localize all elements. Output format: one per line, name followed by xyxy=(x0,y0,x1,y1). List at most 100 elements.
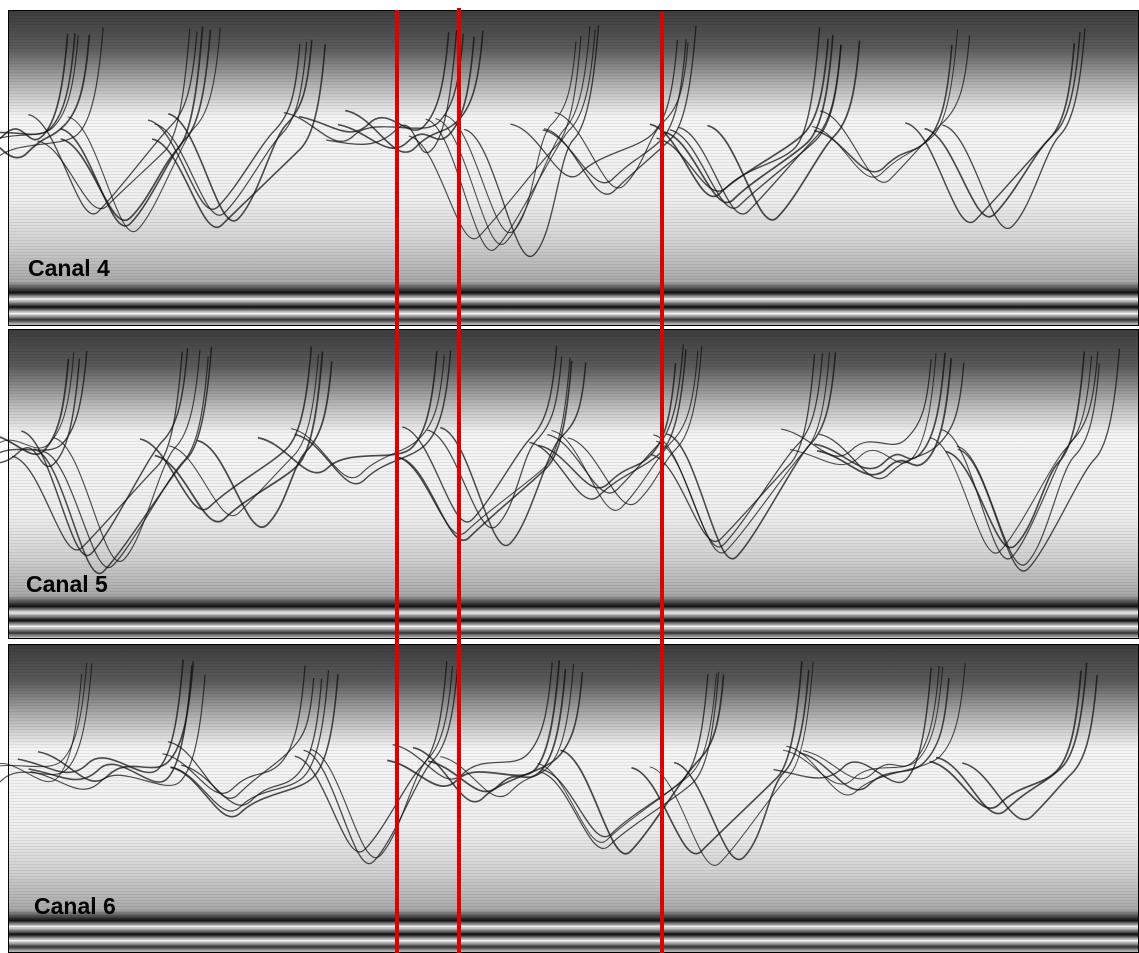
trace xyxy=(962,674,1098,821)
trace xyxy=(162,665,306,794)
trace xyxy=(551,350,699,511)
trace xyxy=(786,663,966,796)
panel-texture xyxy=(8,644,1139,953)
trace xyxy=(197,361,333,528)
trace xyxy=(147,44,301,210)
trace xyxy=(396,357,571,535)
trace xyxy=(283,33,464,143)
trace xyxy=(707,40,861,221)
trace xyxy=(435,25,591,246)
panel-texture xyxy=(8,329,1139,639)
labels: Canal 4 Canal 5 Canal 6 xyxy=(26,255,116,919)
trace xyxy=(257,350,438,474)
trace xyxy=(28,665,193,783)
trace xyxy=(0,350,88,454)
trace xyxy=(443,41,577,234)
trace xyxy=(37,661,195,783)
trace xyxy=(0,673,83,783)
trace xyxy=(957,348,1121,572)
trace xyxy=(631,661,803,855)
trace xyxy=(656,27,821,192)
trace xyxy=(538,362,677,489)
trace xyxy=(440,663,575,798)
trace xyxy=(139,346,313,511)
trace xyxy=(537,673,717,843)
trace xyxy=(905,31,1081,224)
trace xyxy=(554,42,689,189)
trace xyxy=(814,44,953,173)
trace xyxy=(402,345,558,523)
trace xyxy=(935,662,1088,815)
trace xyxy=(956,363,1100,566)
panel-label: Canal 6 xyxy=(34,893,116,919)
panel-texture xyxy=(8,10,1139,326)
traces xyxy=(0,24,1121,866)
trace xyxy=(649,38,830,198)
trace xyxy=(151,44,327,229)
trace xyxy=(929,670,1082,809)
trace xyxy=(37,28,191,210)
trace xyxy=(656,352,830,554)
trace xyxy=(541,673,709,838)
trace xyxy=(170,673,339,818)
trace xyxy=(168,39,313,222)
trace xyxy=(818,362,965,480)
panel-label: Canal 4 xyxy=(28,255,110,281)
trace xyxy=(310,666,453,859)
trace xyxy=(945,351,1086,549)
trace xyxy=(0,352,75,449)
trace xyxy=(811,28,959,178)
trace xyxy=(819,35,971,183)
trace xyxy=(291,354,445,479)
trace xyxy=(547,344,684,494)
trace xyxy=(0,358,70,455)
trace xyxy=(181,678,323,806)
trace xyxy=(773,667,932,784)
trace xyxy=(666,352,837,560)
trace xyxy=(30,674,206,790)
trace xyxy=(412,672,584,803)
trace xyxy=(0,662,88,768)
trace xyxy=(169,354,319,517)
trace xyxy=(798,677,950,791)
trace xyxy=(387,660,561,787)
trace xyxy=(567,345,703,506)
trace xyxy=(154,351,324,523)
trace xyxy=(560,674,725,855)
trace xyxy=(53,349,201,563)
trace xyxy=(167,677,315,799)
trace xyxy=(0,358,81,467)
trace xyxy=(941,351,1099,560)
trace xyxy=(345,30,484,153)
trace xyxy=(28,31,198,215)
trace xyxy=(929,355,1093,554)
trace xyxy=(60,29,212,227)
trace xyxy=(510,40,678,178)
trace xyxy=(924,43,1076,218)
trace xyxy=(543,25,697,195)
trace xyxy=(529,349,687,500)
trace xyxy=(678,44,842,215)
trace xyxy=(0,33,76,136)
trace xyxy=(816,357,953,476)
trace xyxy=(154,41,308,216)
trace xyxy=(21,348,189,557)
trace xyxy=(650,354,816,543)
trace xyxy=(942,28,1086,230)
trace xyxy=(0,34,79,139)
trace xyxy=(649,661,814,866)
red-markers xyxy=(395,8,664,953)
trace xyxy=(294,350,452,485)
trace xyxy=(298,32,450,133)
trace xyxy=(0,27,104,157)
trace xyxy=(781,359,932,457)
trace xyxy=(33,346,213,575)
trace xyxy=(673,669,810,861)
trace xyxy=(170,670,330,812)
trace xyxy=(464,24,600,258)
trace xyxy=(60,26,204,222)
trace xyxy=(67,27,221,233)
trace xyxy=(663,34,834,204)
trace xyxy=(326,30,458,154)
